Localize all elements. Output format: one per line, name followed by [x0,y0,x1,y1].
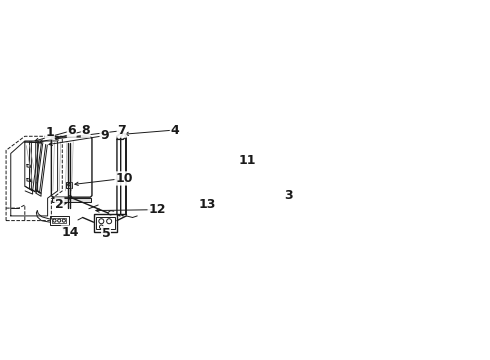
Text: 12: 12 [148,203,166,216]
Text: 11: 11 [239,154,256,167]
Polygon shape [50,216,69,225]
Polygon shape [94,214,117,231]
Polygon shape [201,185,209,191]
Text: 13: 13 [198,198,216,211]
Polygon shape [52,198,91,202]
Text: 6: 6 [67,124,76,137]
Text: 14: 14 [61,226,79,239]
Polygon shape [66,181,72,188]
Text: 5: 5 [101,226,110,240]
Text: 4: 4 [171,123,179,136]
Text: 2: 2 [55,198,64,211]
Polygon shape [96,217,115,229]
Text: 1: 1 [46,126,54,139]
Text: 7: 7 [117,124,126,137]
Text: 9: 9 [100,129,109,142]
Text: 8: 8 [81,124,90,137]
Text: 3: 3 [284,189,293,202]
Text: 10: 10 [115,172,133,185]
Polygon shape [52,218,66,223]
